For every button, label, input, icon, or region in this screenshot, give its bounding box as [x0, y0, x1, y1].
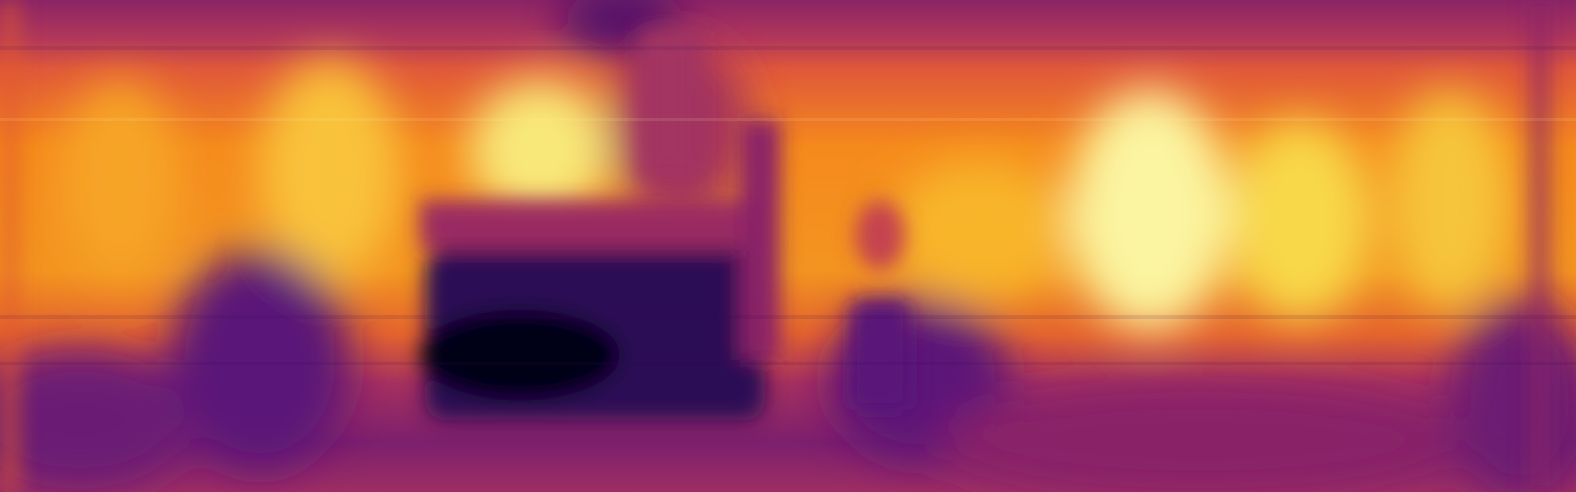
bright-region	[470, 80, 610, 220]
bright-region	[890, 160, 1070, 300]
dark-region	[0, 350, 190, 490]
heatmap-banding	[0, 46, 1576, 365]
bright-region	[1070, 90, 1230, 330]
dark-shape	[850, 300, 910, 410]
dark-object-side	[740, 120, 780, 360]
bright-region	[60, 80, 180, 280]
bright-region	[1390, 90, 1510, 310]
dark-region	[170, 250, 350, 470]
dark-region	[940, 385, 1460, 492]
bright-region	[1230, 120, 1370, 320]
dark-object-upper	[640, 30, 700, 180]
edge-stripe	[1530, 0, 1550, 492]
dark-object-top	[420, 200, 765, 250]
bright-region	[260, 60, 400, 280]
edge-stripe	[0, 0, 20, 492]
darkest-core	[420, 310, 620, 400]
dark-shape	[855, 200, 905, 270]
